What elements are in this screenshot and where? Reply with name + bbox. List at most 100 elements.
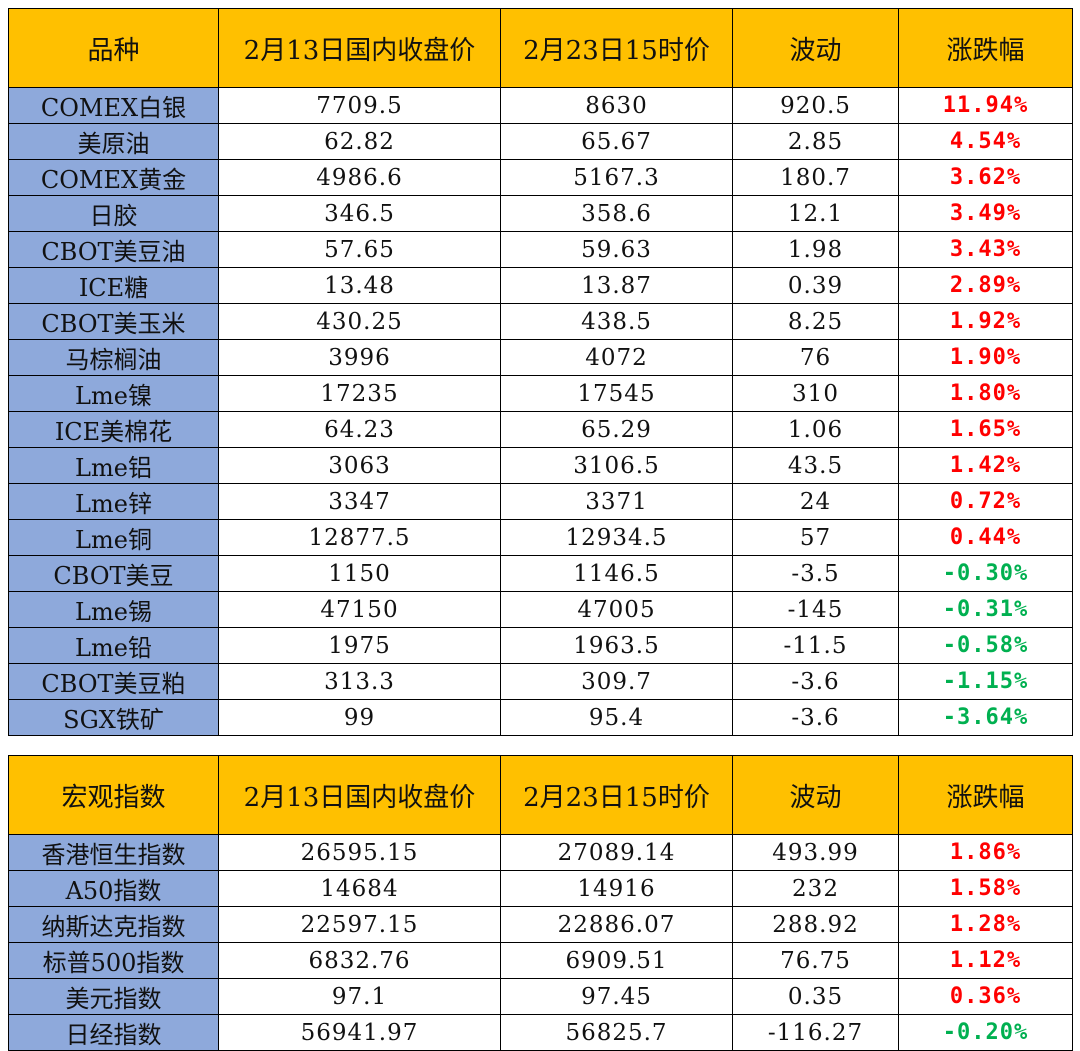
current-price-cell: 56825.7 [500, 1014, 733, 1051]
name-cell: Lme铅 [8, 627, 219, 664]
header-current-price: 2月23日15时价 [500, 8, 733, 88]
change-cell: -11.5 [732, 627, 899, 664]
name-cell: SGX铁矿 [8, 699, 219, 736]
table-gap [8, 721, 1072, 755]
name-cell: CBOT美玉米 [8, 303, 219, 340]
table-row: COMEX黄金 4986.6 5167.3 180.7 3.62% [8, 159, 1073, 196]
table-row: Lme铝 3063 3106.5 43.5 1.42% [8, 447, 1073, 484]
change-pct-cell: 3.43% [898, 231, 1073, 268]
change-cell: 493.99 [732, 834, 899, 871]
change-pct-cell: 1.42% [898, 447, 1073, 484]
close-price-cell: 12877.5 [218, 519, 501, 556]
current-price-cell: 358.6 [500, 195, 733, 232]
table-row: CBOT美豆油 57.65 59.63 1.98 3.43% [8, 231, 1073, 268]
header-current-price: 2月23日15时价 [500, 755, 733, 835]
header-row: 品种 2月13日国内收盘价 2月23日15时价 波动 涨跌幅 [8, 8, 1073, 88]
current-price-cell: 14916 [500, 870, 733, 907]
change-pct-cell: 1.65% [898, 411, 1073, 448]
table-row: 马棕榈油 3996 4072 76 1.90% [8, 339, 1073, 376]
change-pct-cell: -3.64% [898, 699, 1073, 736]
current-price-cell: 438.5 [500, 303, 733, 340]
change-cell: -3.6 [732, 663, 899, 700]
current-price-cell: 309.7 [500, 663, 733, 700]
change-pct-cell: 3.49% [898, 195, 1073, 232]
header-change: 波动 [732, 755, 899, 835]
change-cell: 2.85 [732, 123, 899, 160]
change-cell: 43.5 [732, 447, 899, 484]
current-price-cell: 65.29 [500, 411, 733, 448]
close-price-cell: 14684 [218, 870, 501, 907]
name-cell: CBOT美豆 [8, 555, 219, 592]
change-cell: 180.7 [732, 159, 899, 196]
change-cell: 76 [732, 339, 899, 376]
change-cell: -116.27 [732, 1014, 899, 1051]
header-row: 宏观指数 2月13日国内收盘价 2月23日15时价 波动 涨跌幅 [8, 755, 1073, 835]
name-cell: 美原油 [8, 123, 219, 160]
change-cell: 57 [732, 519, 899, 556]
change-cell: 8.25 [732, 303, 899, 340]
close-price-cell: 97.1 [218, 978, 501, 1015]
current-price-cell: 65.67 [500, 123, 733, 160]
table-row: 美原油 62.82 65.67 2.85 4.54% [8, 123, 1073, 160]
change-cell: 12.1 [732, 195, 899, 232]
table-row: CBOT美豆粕 313.3 309.7 -3.6 -1.15% [8, 663, 1073, 700]
change-pct-cell: 0.72% [898, 483, 1073, 520]
name-cell: COMEX黄金 [8, 159, 219, 196]
close-price-cell: 62.82 [218, 123, 501, 160]
current-price-cell: 1146.5 [500, 555, 733, 592]
header-close-price: 2月13日国内收盘价 [218, 755, 501, 835]
table-row: ICE美棉花 64.23 65.29 1.06 1.65% [8, 411, 1073, 448]
name-cell: Lme锡 [8, 591, 219, 628]
change-cell: 310 [732, 375, 899, 412]
current-price-cell: 3371 [500, 483, 733, 520]
name-cell: Lme铜 [8, 519, 219, 556]
change-cell: 920.5 [732, 87, 899, 124]
change-pct-cell: 1.12% [898, 942, 1073, 979]
current-price-cell: 6909.51 [500, 942, 733, 979]
change-pct-cell: 3.62% [898, 159, 1073, 196]
change-cell: -145 [732, 591, 899, 628]
close-price-cell: 4986.6 [218, 159, 501, 196]
header-change-pct: 涨跌幅 [898, 8, 1073, 88]
close-price-cell: 7709.5 [218, 87, 501, 124]
change-pct-cell: 0.36% [898, 978, 1073, 1015]
name-cell: A50指数 [8, 870, 219, 907]
change-cell: -3.6 [732, 699, 899, 736]
close-price-cell: 64.23 [218, 411, 501, 448]
current-price-cell: 27089.14 [500, 834, 733, 871]
close-price-cell: 6832.76 [218, 942, 501, 979]
current-price-cell: 97.45 [500, 978, 733, 1015]
change-pct-cell: 1.28% [898, 906, 1073, 943]
change-pct-cell: 1.80% [898, 375, 1073, 412]
change-pct-cell: 1.86% [898, 834, 1073, 871]
name-cell: 美元指数 [8, 978, 219, 1015]
close-price-cell: 346.5 [218, 195, 501, 232]
table-row: 日胶 346.5 358.6 12.1 3.49% [8, 195, 1073, 232]
change-cell: 24 [732, 483, 899, 520]
table-row: Lme镍 17235 17545 310 1.80% [8, 375, 1073, 412]
header-macro-index: 宏观指数 [8, 755, 219, 835]
table-row: SGX铁矿 99 95.4 -3.6 -3.64% [8, 699, 1073, 736]
current-price-cell: 4072 [500, 339, 733, 376]
close-price-cell: 99 [218, 699, 501, 736]
change-cell: 1.06 [732, 411, 899, 448]
close-price-cell: 3996 [218, 339, 501, 376]
table-row: COMEX白银 7709.5 8630 920.5 11.94% [8, 87, 1073, 124]
change-cell: 0.35 [732, 978, 899, 1015]
close-price-cell: 57.65 [218, 231, 501, 268]
name-cell: CBOT美豆粕 [8, 663, 219, 700]
table-row: 纳斯达克指数 22597.15 22886.07 288.92 1.28% [8, 906, 1073, 943]
close-price-cell: 1975 [218, 627, 501, 664]
table-row: CBOT美豆 1150 1146.5 -3.5 -0.30% [8, 555, 1073, 592]
current-price-cell: 59.63 [500, 231, 733, 268]
close-price-cell: 13.48 [218, 267, 501, 304]
current-price-cell: 1963.5 [500, 627, 733, 664]
change-pct-cell: -0.31% [898, 591, 1073, 628]
close-price-cell: 1150 [218, 555, 501, 592]
close-price-cell: 26595.15 [218, 834, 501, 871]
change-cell: 76.75 [732, 942, 899, 979]
current-price-cell: 47005 [500, 591, 733, 628]
current-price-cell: 12934.5 [500, 519, 733, 556]
current-price-cell: 8630 [500, 87, 733, 124]
change-cell: 1.98 [732, 231, 899, 268]
